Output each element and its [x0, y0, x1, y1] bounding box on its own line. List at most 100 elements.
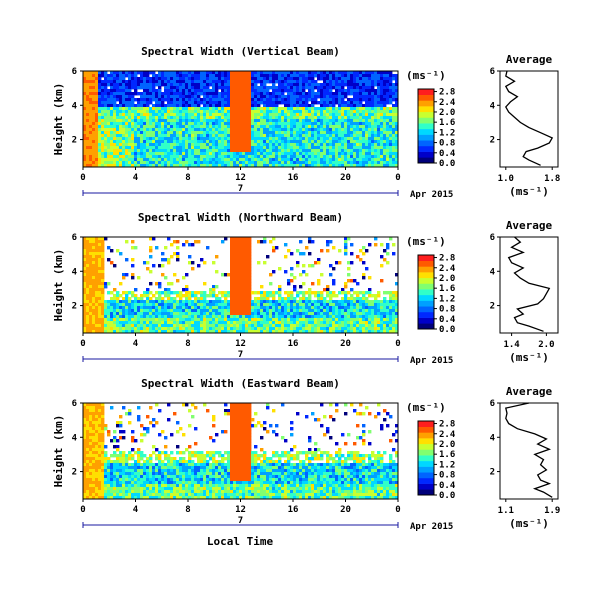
heatmap-cell: [293, 143, 297, 147]
heatmap-cell: [239, 125, 243, 129]
heatmap-cell: [146, 119, 150, 123]
heatmap-cell: [395, 95, 399, 99]
heatmap-cell: [278, 143, 282, 147]
heatmap-cell: [254, 131, 258, 135]
heatmap-cell: [335, 303, 339, 307]
heatmap-cell: [377, 161, 381, 165]
heatmap-cell: [278, 321, 282, 325]
heatmap-cell: [185, 77, 189, 81]
heatmap-cell: [140, 119, 144, 123]
heatmap-cell: [257, 119, 261, 123]
heatmap-cell: [209, 95, 213, 99]
heatmap-cell: [308, 113, 312, 117]
heatmap-cell: [377, 110, 381, 114]
heatmap-cell: [248, 89, 252, 93]
heatmap-cell: [215, 101, 219, 105]
average-title: Average: [506, 53, 553, 66]
heatmap-cell: [212, 107, 216, 111]
heatmap-cell: [218, 327, 222, 331]
heatmap-cell: [392, 155, 396, 159]
heatmap-cell: [212, 71, 216, 75]
heatmap-cell: [98, 258, 102, 262]
heatmap-cell: [248, 297, 252, 301]
heatmap-cell: [95, 134, 99, 138]
heatmap-cell: [98, 74, 102, 78]
heatmap-cell: [227, 92, 231, 96]
heatmap-cell: [158, 80, 162, 84]
heatmap-cell: [218, 131, 222, 135]
heatmap-cell: [323, 146, 327, 150]
heatmap-cell: [278, 312, 282, 316]
heatmap-cell: [284, 140, 288, 144]
heatmap-cell: [155, 146, 159, 150]
heatmap-cell: [131, 246, 135, 250]
heatmap-cell: [83, 327, 87, 331]
heatmap-cell: [368, 164, 372, 168]
heatmap-cell: [176, 306, 180, 310]
heatmap-cell: [380, 92, 384, 96]
heatmap-cell: [248, 158, 252, 162]
heatmap-cell: [344, 294, 348, 298]
heatmap-cell: [167, 71, 171, 75]
heatmap-cell: [83, 71, 87, 75]
heatmap-cell: [200, 149, 204, 153]
heatmap-cell: [365, 77, 369, 81]
heatmap-cell: [302, 74, 306, 78]
heatmap-cell: [104, 152, 108, 156]
heatmap-cell: [287, 149, 291, 153]
heatmap-cell: [302, 86, 306, 90]
heatmap-cell: [98, 282, 102, 286]
heatmap-cell: [170, 300, 174, 304]
heatmap-cell: [350, 158, 354, 162]
heatmap-cell: [329, 264, 333, 268]
heatmap-cell: [164, 146, 168, 150]
heatmap-cell: [299, 131, 303, 135]
heatmap-cell: [110, 249, 114, 253]
heatmap-cell: [86, 122, 90, 126]
heatmap-cell: [188, 321, 192, 325]
heatmap-cell: [254, 318, 258, 322]
heatmap-cell: [113, 80, 117, 84]
heatmap-cell: [167, 324, 171, 328]
heatmap-cell: [209, 77, 213, 81]
heatmap-cell: [287, 134, 291, 138]
heatmap-cell: [323, 309, 327, 313]
heatmap-cell: [170, 71, 174, 75]
heatmap-cell: [332, 267, 336, 271]
heatmap-cell: [215, 77, 219, 81]
heatmap-cell: [290, 303, 294, 307]
heatmap-cell: [155, 300, 159, 304]
heatmap-cell: [395, 149, 399, 153]
heatmap-cell: [143, 107, 147, 111]
heatmap-cell: [215, 143, 219, 147]
heatmap-cell: [347, 164, 351, 168]
heatmap-cell: [305, 77, 309, 81]
heatmap-cell: [374, 143, 378, 147]
heatmap-cell: [284, 146, 288, 150]
heatmap-cell: [116, 146, 120, 150]
heatmap-cell: [236, 104, 240, 108]
heatmap-cell: [224, 83, 228, 87]
heatmap-cell: [293, 309, 297, 313]
heatmap-cell: [371, 101, 375, 105]
heatmap-cell: [158, 89, 162, 93]
heatmap-cell: [245, 89, 249, 93]
heatmap-cell: [236, 306, 240, 310]
heatmap-cell: [359, 134, 363, 138]
heatmap-cell: [182, 143, 186, 147]
heatmap-cell: [383, 128, 387, 132]
heatmap-cell: [293, 152, 297, 156]
heatmap-cell: [221, 86, 225, 90]
heatmap-cell: [326, 312, 330, 316]
heatmap-cell: [374, 140, 378, 144]
heatmap-cell: [371, 92, 375, 96]
heatmap-cell: [242, 291, 246, 295]
heatmap-cell: [293, 134, 297, 138]
heatmap-cell: [377, 98, 381, 102]
heatmap-cell: [167, 158, 171, 162]
heatmap-cell: [353, 101, 357, 105]
heatmap-cell: [281, 77, 285, 81]
heatmap-cell: [128, 327, 132, 331]
heatmap-cell: [197, 137, 201, 141]
heatmap-cell: [197, 240, 201, 244]
